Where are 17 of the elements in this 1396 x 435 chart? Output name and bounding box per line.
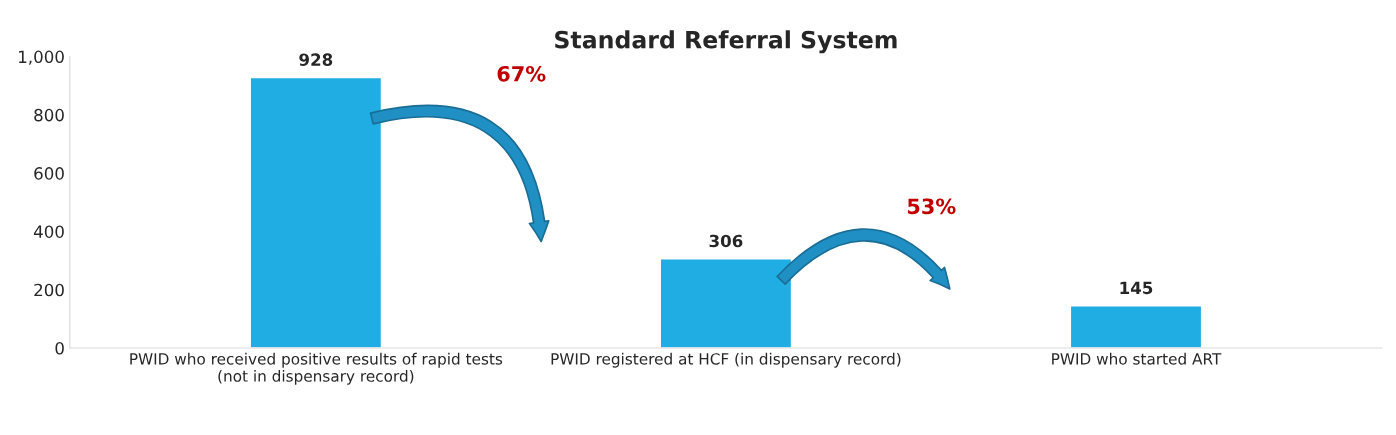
bar — [1069, 305, 1203, 348]
data-label: 306 — [709, 234, 743, 248]
y-tick-label: 0 — [55, 341, 64, 355]
annotation: 67% — [497, 65, 546, 82]
x-tick-label: PWID registered at HCF (in dispensary record) — [551, 352, 901, 368]
y-tick-label: 600 — [34, 167, 64, 180]
chart-title: Standard Referral System — [555, 30, 897, 54]
data-label: 145 — [1120, 281, 1153, 295]
bar — [659, 258, 793, 348]
y-tick-label: 400 — [33, 225, 64, 238]
y-tick-label: 200 — [34, 283, 64, 297]
y-tick-label: 800 — [34, 108, 64, 122]
x-tick-label: PWID who started ART — [1052, 352, 1222, 365]
data-label: 928 — [299, 53, 333, 66]
y-tick-label: 1,000 — [19, 50, 64, 65]
x-tick-label: PWID who received positive results of rapid tests (not in dispensary record) — [130, 352, 503, 385]
annotation: 53% — [907, 198, 956, 215]
